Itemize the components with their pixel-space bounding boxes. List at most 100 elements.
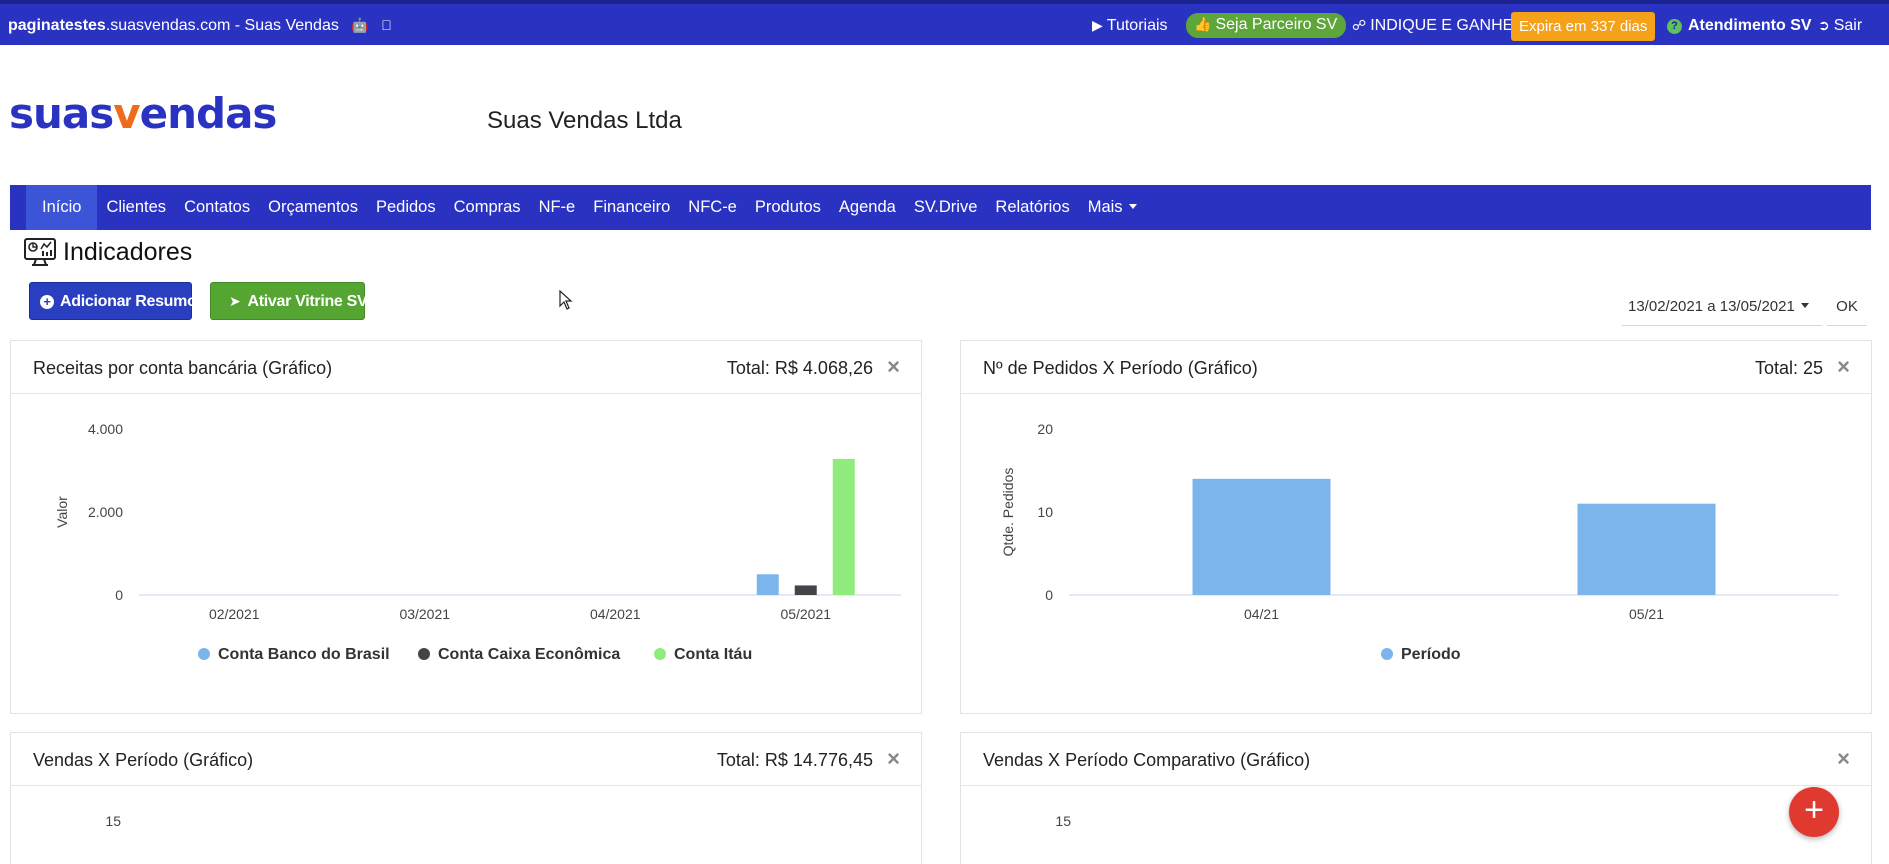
card-vendas-comparativo: Vendas X Período Comparativo (Gráfico) ×…	[960, 732, 1872, 864]
y-tick-label: 20	[1037, 421, 1053, 437]
logout-link[interactable]: ➲ Sair	[1818, 17, 1862, 35]
caret-down-icon	[1128, 204, 1137, 209]
site-subdomain: paginatestes	[8, 17, 106, 34]
apple-icon[interactable]: 	[381, 17, 392, 33]
y-axis-label: Valor	[54, 496, 70, 528]
card-header: Receitas por conta bancária (Gráfico) To…	[11, 341, 921, 394]
plus-circle-icon: +	[40, 295, 54, 309]
partner-label: Seja Parceiro SV	[1215, 16, 1338, 33]
mouse-cursor-icon	[559, 290, 573, 310]
nav-item-mais[interactable]: Mais	[1079, 185, 1146, 230]
y-tick-label: 0	[1045, 587, 1053, 603]
add-summary-button[interactable]: + Adicionar Resumo	[29, 282, 197, 320]
close-icon[interactable]: ×	[887, 746, 900, 771]
date-range-select[interactable]: 13/02/2021 a 13/05/2021	[1622, 298, 1822, 326]
card-header: Vendas X Período (Gráfico) Total: R$ 14.…	[11, 733, 921, 786]
revenue-chart: 0 2.000 4.000 Valor 02/2021 03/2021 04/2021 05/…	[54, 421, 901, 663]
refer-label: INDIQUE E GANHE	[1370, 17, 1514, 34]
youtube-icon: ▶	[1092, 17, 1103, 33]
nav-item-relatorios[interactable]: Relatórios	[995, 198, 1070, 216]
share-icon: ☍	[1352, 17, 1367, 33]
close-icon[interactable]: ×	[887, 354, 900, 379]
ok-button[interactable]: OK	[1827, 298, 1867, 326]
bar	[832, 458, 855, 595]
nav-item-nfce[interactable]: NFC-e	[688, 198, 737, 216]
logo-part-2: endas	[139, 89, 278, 138]
x-tick-label: 04/2021	[590, 606, 641, 622]
expiry-badge[interactable]: Expira em 337 dias	[1511, 12, 1656, 41]
nav-item-svdrive[interactable]: SV.Drive	[913, 198, 978, 216]
nav-item-pedidos[interactable]: Pedidos	[375, 198, 436, 216]
tutorials-label: Tutoriais	[1106, 17, 1168, 34]
close-icon[interactable]: ×	[1837, 354, 1850, 379]
nav-item-compras[interactable]: Compras	[453, 198, 521, 216]
support-link[interactable]: ? Atendimento SV	[1667, 17, 1812, 35]
x-tick-label: 05/21	[1629, 606, 1664, 622]
card-vendas: Vendas X Período (Gráfico) Total: R$ 14.…	[10, 732, 922, 864]
date-range-value: 13/02/2021 a 13/05/2021	[1628, 298, 1795, 315]
nav-item-inicio[interactable]: Início	[26, 185, 98, 230]
site-domain: .suasvendas.com - Suas Vendas	[105, 17, 339, 34]
orders-chart: 0 10 20 Qtde. Pedidos 04/21 05/21 Período	[1000, 421, 1839, 663]
logo-part-1: suas	[9, 89, 114, 138]
bar	[794, 585, 817, 595]
legend-marker	[1381, 648, 1393, 660]
site-link[interactable]: paginatestes.suasvendas.com - Suas Venda…	[8, 17, 392, 35]
bar	[756, 574, 779, 595]
nav-item-financeiro[interactable]: Financeiro	[593, 198, 671, 216]
card-header: Vendas X Período Comparativo (Gráfico) ×	[961, 733, 1871, 786]
legend-marker	[198, 648, 210, 660]
refer-link[interactable]: ☍ INDIQUE E GANHE	[1352, 17, 1513, 35]
caret-down-icon	[1800, 303, 1809, 308]
sales-chart: 15	[105, 813, 121, 829]
partner-button[interactable]: 👍 Seja Parceiro SV	[1186, 13, 1347, 38]
nav-item-nfe[interactable]: NF-e	[538, 198, 576, 216]
bar	[1577, 503, 1716, 595]
sign-out-icon: ➲	[1818, 17, 1830, 33]
card-total: Total: R$ 4.068,26	[726, 358, 873, 378]
add-fab-button[interactable]: +	[1789, 787, 1839, 837]
y-tick-label: 4.000	[88, 421, 123, 437]
nav-item-clientes[interactable]: Clientes	[106, 198, 167, 216]
nav-item-agenda[interactable]: Agenda	[838, 198, 896, 216]
brand-logo[interactable]: suasvendas	[9, 89, 278, 138]
android-icon[interactable]: 🤖	[351, 17, 369, 33]
nav-item-produtos[interactable]: Produtos	[754, 198, 821, 216]
sales-compare-chart: 15	[1055, 813, 1071, 829]
card-total: Total: R$ 14.776,45	[716, 750, 873, 770]
tutorials-link[interactable]: ▶ Tutoriais	[1092, 17, 1168, 35]
legend-marker	[654, 648, 666, 660]
bar	[1192, 478, 1331, 595]
activate-showcase-label: Ativar Vitrine SV	[247, 293, 368, 310]
card-title: Nº de Pedidos X Período (Gráfico)	[983, 358, 1258, 378]
nav-item-orcamentos[interactable]: Orçamentos	[268, 198, 358, 216]
y-axis-label: Qtde. Pedidos	[1000, 468, 1016, 557]
card-title: Vendas X Período (Gráfico)	[33, 750, 254, 770]
card-title: Receitas por conta bancária (Gráfico)	[33, 358, 333, 378]
add-summary-label: Adicionar Resumo	[60, 293, 197, 310]
dashboard-monitor-icon	[24, 238, 56, 266]
logout-label: Sair	[1833, 17, 1863, 34]
legend-label: Conta Itáu	[674, 646, 752, 663]
legend-marker	[418, 648, 430, 660]
y-tick-label: 0	[115, 587, 123, 603]
y-tick-label: 15	[105, 813, 121, 829]
y-tick-label: 15	[1055, 813, 1071, 829]
x-tick-label: 02/2021	[209, 606, 260, 622]
card-pedidos: Nº de Pedidos X Período (Gráfico) Total:…	[960, 340, 1872, 714]
card-title: Vendas X Período Comparativo (Gráfico)	[983, 750, 1311, 770]
y-tick-label: 10	[1037, 504, 1053, 520]
legend-label: Conta Caixa Econômica	[438, 646, 620, 663]
company-name: Suas Vendas Ltda	[487, 107, 682, 134]
card-header: Nº de Pedidos X Período (Gráfico) Total:…	[961, 341, 1871, 394]
close-icon[interactable]: ×	[1837, 746, 1850, 771]
y-tick-label: 2.000	[88, 504, 123, 520]
nav-item-contatos[interactable]: Contatos	[184, 198, 251, 216]
legend-label: Conta Banco do Brasil	[218, 646, 390, 663]
nav-mais-label: Mais	[1087, 198, 1123, 216]
thumbs-up-icon: 👍	[1194, 16, 1212, 32]
support-label: Atendimento SV	[1688, 17, 1812, 34]
main-nav: Início Clientes Contatos Orçamentos Pedi…	[10, 185, 1871, 230]
logo-part-v: v	[113, 89, 140, 138]
activate-showcase-button[interactable]: ➤ Ativar Vitrine SV	[210, 282, 368, 320]
